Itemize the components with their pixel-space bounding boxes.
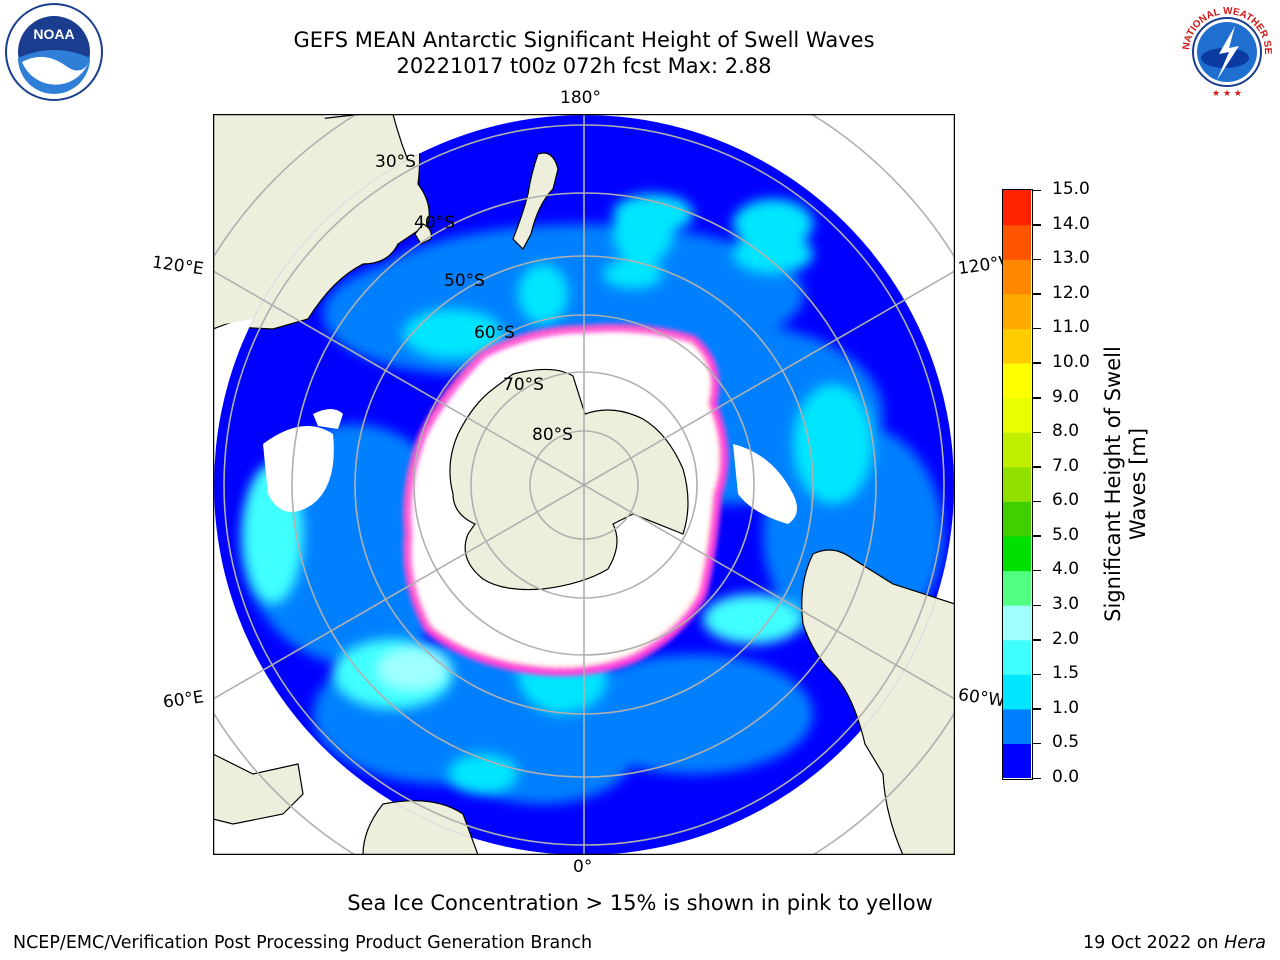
colorbar-tick-label: 8.0 — [1052, 421, 1080, 442]
colorbar-tick-label: 4.0 — [1052, 559, 1080, 580]
sea-ice-caption: Sea Ice Concentration > 15% is shown in … — [347, 891, 933, 915]
colorbar-tick-label: 3.0 — [1052, 594, 1080, 615]
colorbar-band — [1003, 293, 1031, 329]
map-frame — [212, 113, 956, 856]
colorbar-tick-mark — [1033, 639, 1041, 641]
lat-label-60: 60°S — [474, 323, 515, 343]
colorbar-tick-label: 6.0 — [1052, 490, 1080, 511]
chart-subtitle: 20221017 t00z 072h fcst Max: 2.88 — [396, 54, 772, 78]
colorbar-band — [1003, 397, 1031, 433]
colorbar-tick-label: 2.0 — [1052, 628, 1080, 649]
colorbar-tick-label: 11.0 — [1052, 317, 1090, 338]
colorbar-band — [1003, 639, 1031, 675]
colorbar-band — [1003, 535, 1031, 572]
colorbar-tick-label: 14.0 — [1052, 213, 1090, 234]
nws-logo: NATIONAL WEATHER SERVICE ★ ★ ★ — [1173, 0, 1277, 102]
lat-label-40: 40°S — [414, 213, 455, 233]
colorbar-tick-label: 10.0 — [1052, 351, 1090, 372]
colorbar-label-text: Significant Height of Swell Waves [m] — [1101, 346, 1150, 622]
colorbar-tick-label: 0.5 — [1052, 732, 1080, 753]
antarctica-land — [449, 368, 689, 591]
polar-map: 30°S 40°S 50°S 60°S 70°S 80°S — [148, 49, 1020, 921]
meridian-label-60w: 60°W — [956, 685, 1004, 711]
colorbar-tick-mark — [1033, 189, 1041, 191]
sea-ice-edge — [403, 323, 729, 677]
colorbar-tick-label: 5.0 — [1052, 524, 1080, 545]
lat-label-70: 70°S — [503, 375, 544, 395]
colorbar-tick-mark — [1033, 569, 1041, 572]
colorbar-tick-mark — [1033, 362, 1041, 364]
colorbar — [1002, 189, 1033, 780]
meridian-lines — [212, 114, 956, 855]
colorbar-tick-mark — [1033, 293, 1041, 295]
colorbar-tick-label: 9.0 — [1052, 386, 1080, 407]
colorbar-band — [1003, 570, 1031, 606]
colorbar-tick-mark — [1033, 500, 1041, 503]
colorbar-band — [1003, 190, 1031, 226]
colorbar-band — [1003, 362, 1031, 399]
colorbar-tick-label: 1.5 — [1052, 663, 1080, 684]
meridian-label-180: 180° — [560, 88, 601, 108]
lat-label-30: 30°S — [375, 152, 416, 172]
colorbar-tick-label: 1.0 — [1052, 697, 1080, 718]
colorbar-band — [1003, 466, 1031, 502]
meridian-label-120w: 120°W — [956, 252, 1006, 280]
colorbar-tick-label: 13.0 — [1052, 248, 1090, 269]
colorbar-tick-mark — [1033, 327, 1041, 330]
colorbar-tick-mark — [1033, 673, 1041, 676]
colorbar-band — [1003, 432, 1031, 468]
colorbar-tick-mark — [1033, 535, 1041, 537]
swell-field-high — [243, 194, 873, 794]
colorbar-band — [1003, 674, 1031, 710]
colorbar-tick-mark — [1033, 466, 1041, 468]
colorbar-tick-label: 0.0 — [1052, 767, 1080, 787]
colorbar-tick-mark — [1033, 604, 1041, 607]
colorbar-band — [1003, 224, 1031, 260]
colorbar-tick-label: 7.0 — [1052, 455, 1080, 476]
colorbar-tick-mark — [1033, 224, 1041, 226]
colorbar-band — [1003, 743, 1031, 778]
footer-left: NCEP/EMC/Verification Post Processing Pr… — [13, 933, 593, 953]
footer-right: 19 Oct 2022 on Hera — [1083, 933, 1266, 953]
footer-host: Hera — [1224, 933, 1266, 953]
meridian-label-120e: 120°E — [150, 252, 205, 280]
chart-title: GEFS MEAN Antarctic Significant Height o… — [293, 28, 875, 52]
colorbar-tick-label: 12.0 — [1052, 282, 1090, 303]
meridian-label-60e: 60°E — [161, 687, 206, 713]
colorbar-band — [1003, 501, 1031, 537]
noaa-logo: NOAA — [4, 2, 104, 102]
colorbar-tick-mark — [1033, 742, 1041, 745]
colorbar-tick-mark — [1033, 708, 1041, 710]
meridian-label-0: 0° — [573, 857, 593, 877]
colorbar-tick-mark — [1033, 397, 1041, 399]
colorbar-band — [1003, 605, 1031, 641]
colorbar-tick-mark — [1033, 777, 1041, 779]
noaa-logo-text: NOAA — [33, 26, 74, 42]
lat-label-50: 50°S — [444, 271, 485, 291]
lat-label-80: 80°S — [532, 425, 573, 445]
colorbar-tick-label: 15.0 — [1052, 179, 1090, 199]
footer-date: 19 Oct 2022 on — [1083, 933, 1225, 953]
colorbar-tick-mark — [1033, 258, 1041, 261]
svg-text:★ ★ ★: ★ ★ ★ — [1212, 89, 1242, 99]
colorbar-band — [1003, 708, 1031, 745]
colorbar-tick-mark — [1033, 431, 1041, 434]
colorbar-band — [1003, 328, 1031, 364]
colorbar-band — [1003, 259, 1031, 295]
